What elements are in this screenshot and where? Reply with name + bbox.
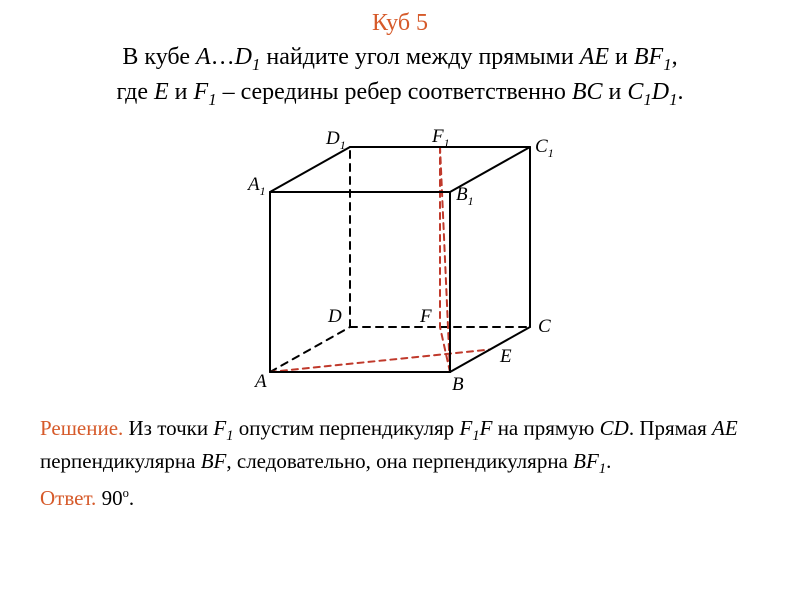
var-BF1: BF1 <box>634 44 672 70</box>
var-E: E <box>154 79 169 105</box>
var-AE: AE <box>580 44 609 70</box>
solution-text: Решение. Из точки F1 опустим перпендикул… <box>40 414 760 480</box>
text: перпендикулярна <box>40 449 201 473</box>
text: где <box>116 79 154 105</box>
text: найдите угол между прямыми <box>260 44 579 70</box>
text: на прямую <box>492 416 599 440</box>
text: и <box>603 79 628 105</box>
svg-text:D: D <box>327 306 342 327</box>
solution-label: Решение. <box>40 416 123 440</box>
text: . <box>678 79 684 105</box>
svg-text:A: A <box>253 371 267 392</box>
var-F1F: F1F <box>459 416 492 440</box>
text: и <box>609 44 634 70</box>
text: и <box>169 79 194 105</box>
var-C1D1: C1D1 <box>627 79 677 105</box>
slide-title: Куб 5 <box>40 10 760 37</box>
var-BF: BF <box>201 449 227 473</box>
svg-text:F1: F1 <box>431 126 450 150</box>
text: . Прямая <box>629 416 712 440</box>
var-BF1: BF1 <box>573 449 606 473</box>
var-F1: F1 <box>213 416 233 440</box>
svg-text:C1: C1 <box>535 136 554 160</box>
var-CD: CD <box>600 416 629 440</box>
problem-statement: В кубе A…D1 найдите угол между прямыми A… <box>40 41 760 112</box>
svg-text:D1: D1 <box>325 128 346 152</box>
text: опустим перпендикуляр <box>234 416 460 440</box>
svg-text:A1: A1 <box>246 174 266 198</box>
svg-text:F: F <box>419 306 432 327</box>
text: . <box>606 449 611 473</box>
var-D1: D1 <box>235 44 261 70</box>
var-BC: BC <box>572 79 603 105</box>
slide-root: { "slide": { "title": "Куб 5", "title_co… <box>0 0 800 600</box>
text: – середины ребер соответственно <box>217 79 572 105</box>
var-F1: F1 <box>194 79 217 105</box>
text: , следовательно, она перпендикулярна <box>226 449 573 473</box>
var-AE: AE <box>712 416 738 440</box>
var-A: A <box>196 44 211 70</box>
text: , <box>672 44 678 70</box>
svg-text:C: C <box>538 316 551 337</box>
svg-text:E: E <box>499 346 512 367</box>
figure-container: A B C D A1 B1 C1 D1 E F F1 <box>40 122 760 402</box>
text: . <box>129 486 134 510</box>
svg-text:B1: B1 <box>456 184 474 208</box>
answer-label: Ответ. <box>40 486 96 510</box>
text: В кубе <box>122 44 196 70</box>
answer-value: 90 <box>96 486 122 510</box>
text: … <box>211 44 235 70</box>
svg-text:B: B <box>452 374 464 395</box>
text: Из точки <box>123 416 213 440</box>
answer-text: Ответ. 90о. <box>40 486 760 511</box>
cube-figure: A B C D A1 B1 C1 D1 E F F1 <box>220 122 580 402</box>
